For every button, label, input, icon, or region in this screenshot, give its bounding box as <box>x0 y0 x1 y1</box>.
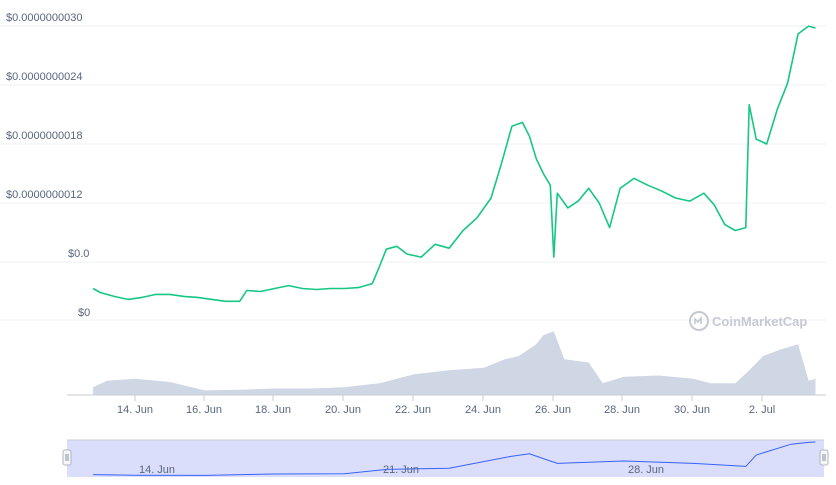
navigator-tick-label: 21. Jun <box>383 464 419 476</box>
x-tick-label: 14. Jun <box>117 404 153 416</box>
volume-area-shape <box>93 331 816 395</box>
volume-area <box>93 331 816 395</box>
y-tick-label: $0.0000000024 <box>6 71 82 83</box>
x-tick-label: 24. Jun <box>465 404 501 416</box>
grid <box>0 25 826 321</box>
price-series <box>92 25 816 303</box>
x-axis: 14. Jun 16. Jun 18. Jun 20. Jun 22. Jun … <box>117 395 775 416</box>
watermark-text: CoinMarketCap <box>712 314 807 329</box>
y-tick-label: $0.0000000012 <box>6 189 82 201</box>
navigator[interactable]: 14. Jun 21. Jun 28. Jun <box>62 439 829 477</box>
navigator-handle-right[interactable] <box>819 449 829 466</box>
x-tick-label: 22. Jun <box>395 404 431 416</box>
navigator-selection[interactable] <box>67 440 824 477</box>
x-tick-label: 20. Jun <box>325 404 361 416</box>
x-tick-label: 16. Jun <box>186 404 222 416</box>
price-line <box>92 25 816 303</box>
x-tick-label: 30. Jun <box>674 404 710 416</box>
x-tick-label: 2. Jul <box>749 404 775 416</box>
y-axis-labels: $0.0000000030 $0.0000000024 $0.000000001… <box>6 12 90 319</box>
navigator-tick-label: 14. Jun <box>139 464 175 476</box>
navigator-handle-left[interactable] <box>62 449 72 466</box>
x-tick-label: 28. Jun <box>604 404 640 416</box>
y-tick-label: $0.0000000018 <box>6 130 82 142</box>
navigator-series <box>93 441 816 476</box>
navigator-line <box>93 441 816 476</box>
navigator-tick-label: 28. Jun <box>628 464 664 476</box>
y-tick-label: $0.0 <box>68 248 89 260</box>
coinmarketcap-logo-icon <box>689 311 709 331</box>
watermark: CoinMarketCap <box>689 311 807 331</box>
y-tick-label: $0.0000000030 <box>6 12 82 24</box>
x-tick-label: 18. Jun <box>255 404 291 416</box>
y-tick-label: $0 <box>78 307 90 319</box>
x-tick-label: 26. Jun <box>535 404 571 416</box>
